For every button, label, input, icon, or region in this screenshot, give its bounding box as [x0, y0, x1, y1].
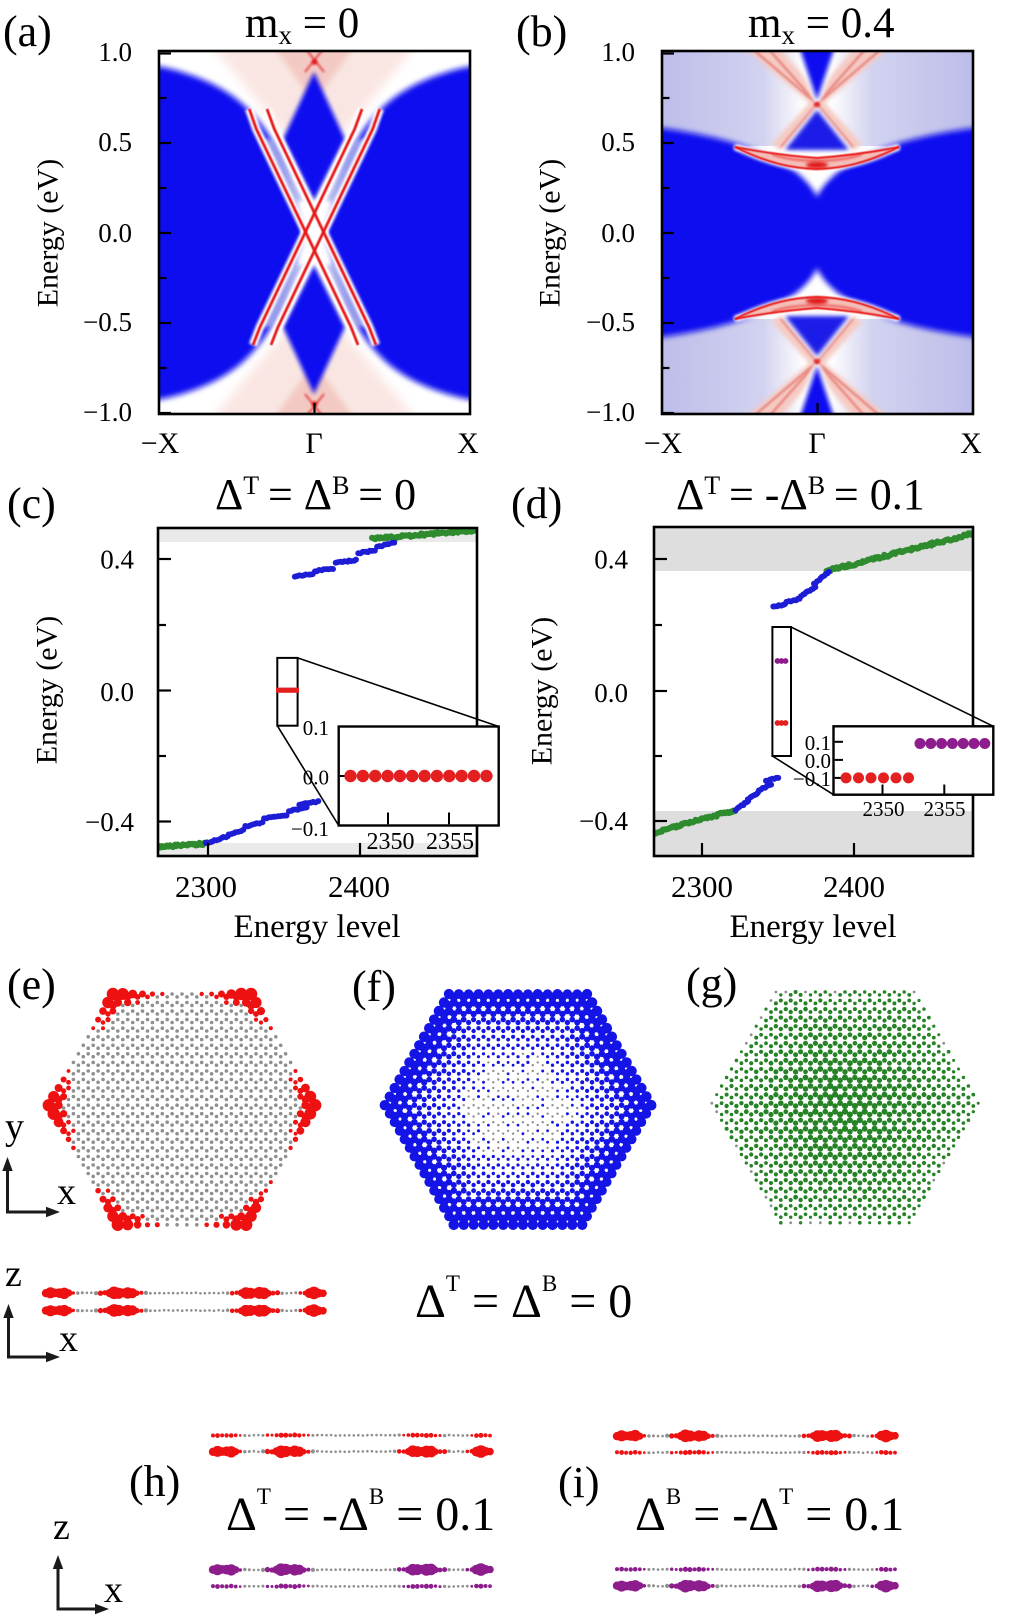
- svg-text:(a): (a): [3, 7, 52, 56]
- svg-text:0.0: 0.0: [100, 677, 134, 707]
- svg-text:−X: −X: [644, 427, 683, 460]
- svg-text:2350: 2350: [863, 797, 905, 821]
- svg-text:(f): (f): [352, 962, 396, 1011]
- svg-text:−0.1: −0.1: [793, 767, 831, 791]
- svg-text:0.0: 0.0: [805, 749, 831, 773]
- svg-text:z: z: [53, 1506, 70, 1548]
- svg-text:(h): (h): [129, 1457, 180, 1506]
- svg-text:−1.0: −1.0: [83, 397, 132, 427]
- svg-text:Energy (eV): Energy (eV): [31, 616, 64, 765]
- svg-text:−1.0: −1.0: [586, 397, 635, 427]
- svg-text:2300: 2300: [671, 869, 733, 904]
- svg-text:0.0: 0.0: [594, 678, 628, 708]
- svg-text:Energy (eV): Energy (eV): [526, 617, 559, 766]
- svg-text:(d): (d): [511, 479, 562, 528]
- svg-text:2355: 2355: [924, 797, 966, 821]
- svg-text:(i): (i): [558, 1458, 600, 1507]
- svg-text:ΔT = ΔB = 0: ΔT = ΔB = 0: [415, 1271, 632, 1328]
- svg-text:Γ: Γ: [305, 427, 322, 460]
- svg-text:2300: 2300: [175, 869, 237, 904]
- svg-text:Γ: Γ: [808, 427, 825, 460]
- svg-text:ΔT = ΔB = 0: ΔT = ΔB = 0: [215, 470, 416, 519]
- svg-text:0.1: 0.1: [805, 731, 831, 755]
- svg-text:(g): (g): [686, 959, 737, 1008]
- svg-text:2400: 2400: [328, 869, 390, 904]
- svg-text:0.5: 0.5: [601, 127, 635, 157]
- svg-text:−0.1: −0.1: [291, 817, 329, 841]
- svg-text:−0.5: −0.5: [83, 307, 132, 337]
- svg-text:0.1: 0.1: [303, 716, 329, 740]
- svg-text:2355: 2355: [426, 829, 474, 855]
- svg-text:Energy level: Energy level: [729, 909, 896, 945]
- svg-text:−0.5: −0.5: [586, 307, 635, 337]
- svg-text:ΔB = -ΔT = 0.1: ΔB = -ΔT = 0.1: [635, 1484, 904, 1541]
- svg-text:x: x: [57, 1171, 76, 1213]
- svg-text:2400: 2400: [823, 869, 885, 904]
- svg-text:0.4: 0.4: [594, 545, 628, 575]
- svg-text:2350: 2350: [367, 829, 415, 855]
- svg-text:1.0: 1.0: [601, 37, 635, 67]
- svg-text:(b): (b): [516, 7, 567, 56]
- svg-text:0.0: 0.0: [98, 218, 132, 248]
- svg-text:ΔT = -ΔB = 0.1: ΔT = -ΔB = 0.1: [676, 470, 925, 519]
- svg-text:−X: −X: [141, 427, 180, 460]
- svg-text:X: X: [960, 427, 982, 460]
- svg-text:mx = 0: mx = 0: [245, 0, 359, 50]
- svg-text:0.0: 0.0: [601, 218, 635, 248]
- svg-text:0.4: 0.4: [100, 545, 134, 575]
- svg-text:0.0: 0.0: [303, 766, 329, 790]
- svg-text:x: x: [104, 1569, 123, 1611]
- svg-text:1.0: 1.0: [98, 37, 132, 67]
- svg-text:(e): (e): [7, 960, 56, 1009]
- svg-text:−0.4: −0.4: [85, 807, 134, 837]
- svg-text:x: x: [59, 1318, 78, 1360]
- svg-text:z: z: [5, 1253, 22, 1295]
- svg-text:X: X: [457, 427, 479, 460]
- svg-text:Energy level: Energy level: [233, 909, 400, 945]
- svg-text:Energy (eV): Energy (eV): [534, 159, 567, 308]
- svg-text:−0.4: −0.4: [579, 806, 628, 836]
- svg-text:mx = 0.4: mx = 0.4: [748, 0, 894, 50]
- svg-text:Energy (eV): Energy (eV): [32, 159, 65, 308]
- svg-text:(c): (c): [7, 479, 56, 528]
- svg-text:y: y: [5, 1106, 24, 1148]
- svg-text:ΔT = -ΔB = 0.1: ΔT = -ΔB = 0.1: [226, 1484, 495, 1541]
- svg-text:0.5: 0.5: [98, 127, 132, 157]
